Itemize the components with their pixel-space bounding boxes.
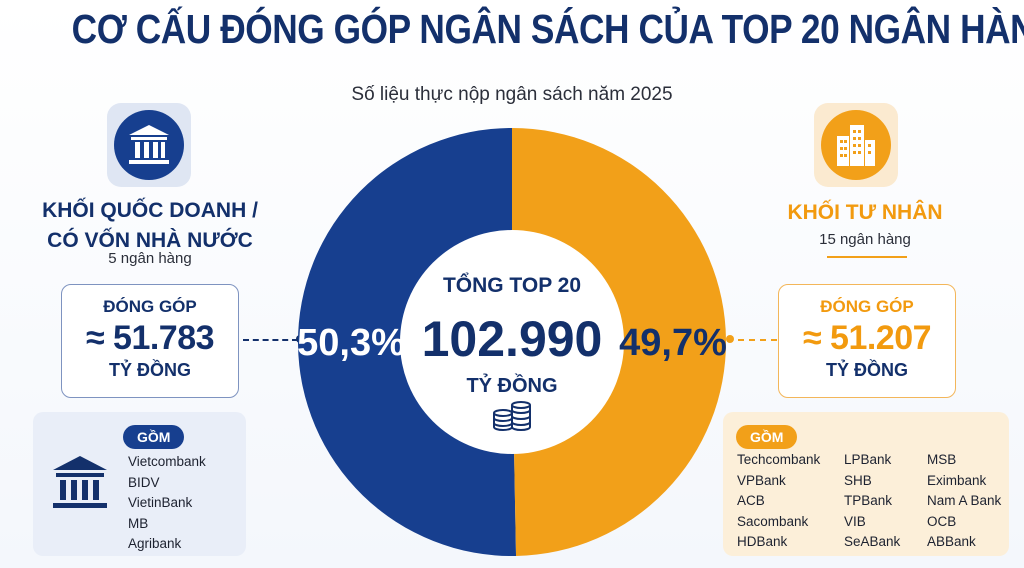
private-members-list: Techcombank LPBank MSB VPBank SHB Eximba… — [737, 450, 1007, 553]
state-group-count: 5 ngân hàng — [108, 250, 192, 267]
list-item: Vietcombank — [128, 454, 206, 469]
private-connector-line — [727, 339, 777, 341]
coin-stack-icon — [493, 401, 531, 431]
list-item: OCB — [927, 513, 957, 529]
list-item: MSB — [927, 452, 957, 467]
center-label: TỔNG TOP 20 — [443, 273, 581, 297]
page-subtitle: Số liệu thực nộp ngân sách năm 2025 — [351, 84, 673, 105]
center-value: 102.990 — [422, 311, 603, 367]
page-title: CƠ CẤU ĐÓNG GÓP NGÂN SÁCH CỦA TOP 20 NGÂ… — [71, 6, 1024, 52]
contribution-unit: TỶ ĐỒNG — [108, 360, 191, 380]
list-item: ACB — [737, 493, 765, 509]
state-connector-line — [243, 339, 298, 341]
list-item: VIB — [844, 513, 866, 529]
list-item: SHB — [844, 472, 872, 488]
list-item: BIDV — [128, 474, 160, 490]
contribution-label: ĐÓNG GÓP — [820, 297, 914, 316]
slice-label-state: 50,3% — [297, 322, 405, 364]
contribution-label: ĐÓNG GÓP — [103, 297, 197, 316]
state-members-list: Vietcombank BIDV VietinBank MB Agribank — [128, 452, 206, 555]
list-item: Techcombank — [737, 452, 821, 467]
list-item: HDBank — [737, 534, 788, 550]
private-contribution-box: ĐÓNG GÓP ≈ 51.207 TỶ ĐỒNG — [778, 284, 956, 398]
list-item: Eximbank — [927, 472, 987, 488]
list-item: VietinBank — [128, 495, 193, 510]
slice-label-private: 49,7% — [619, 322, 727, 364]
list-item: LPBank — [844, 452, 892, 467]
list-item: SeABank — [844, 534, 901, 550]
contribution-unit: TỶ ĐỒNG — [825, 360, 908, 380]
list-item: Sacombank — [737, 513, 809, 529]
contribution-value: ≈ 51.783 — [85, 319, 215, 357]
members-badge: GỒM — [123, 425, 185, 449]
private-members-panel: GỒM Techcombank LPBank MSB VPBank SHB Ex… — [723, 412, 1009, 556]
state-group-icon-box — [107, 103, 191, 187]
private-group-underline — [827, 256, 907, 258]
members-badge: GỒM — [736, 425, 798, 449]
private-group-count: 15 ngân hàng — [819, 231, 911, 248]
list-item: ABBank — [927, 534, 976, 550]
contribution-value: ≈ 51.207 — [802, 319, 932, 357]
list-item: VPBank — [737, 472, 786, 488]
donut-center — [400, 230, 624, 454]
center-unit: TỶ ĐỒNG — [466, 373, 557, 397]
bank-building-icon — [49, 454, 111, 517]
private-connector-dot — [726, 335, 734, 343]
bank-building-icon — [114, 110, 184, 180]
donut-chart: 50,3% 49,7% TỔNG TOP 20 102.990 TỶ ĐỒNG — [297, 128, 727, 556]
private-group-icon-box — [814, 103, 898, 187]
state-group-name: KHỐI QUỐC DOANH / CÓ VỐN NHÀ NƯỚC — [42, 199, 258, 252]
state-contribution-box: ĐÓNG GÓP ≈ 51.783 TỶ ĐỒNG — [61, 284, 239, 398]
list-item: Nam A Bank — [927, 493, 1002, 509]
list-item: MB — [128, 515, 149, 531]
state-members-panel: GỒM Vietcombank BIDV VietinBank MB Agrib… — [33, 412, 246, 556]
list-item: Agribank — [128, 536, 182, 551]
list-item: TPBank — [844, 493, 893, 509]
private-group-name: KHỐI TƯ NHÂN — [787, 201, 943, 224]
office-buildings-icon — [821, 110, 891, 180]
